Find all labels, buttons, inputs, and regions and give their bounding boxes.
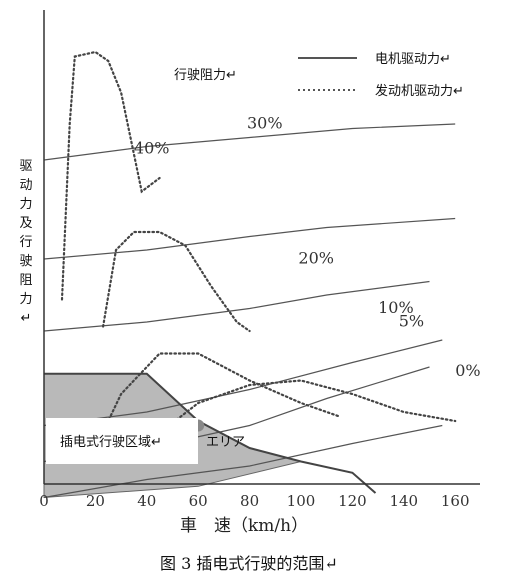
x-tick-label-8: 160 xyxy=(441,492,470,510)
resistance-curve-0 xyxy=(43,123,456,161)
legend-engine-label: 发动机驱动力↵ xyxy=(375,83,464,99)
resistance-curves: 40% 30% 20% 10%5% 0% xyxy=(43,114,481,499)
ev-area-label: 插电式行驶区域↵ xyxy=(60,435,162,450)
engine-force-gear-2 xyxy=(101,230,251,333)
x-tick-label-3: 60 xyxy=(189,492,208,510)
legend: 电机驱动力↵ 发动机驱动力↵ xyxy=(298,52,464,99)
engine-force-gear-4 xyxy=(150,379,457,441)
motor-force-curve xyxy=(44,372,377,494)
x-tick-label-5: 100 xyxy=(287,492,316,510)
x-tick-label-6: 120 xyxy=(338,492,367,510)
resistance-curve-3 xyxy=(43,339,443,427)
resistance-label-0: 40% xyxy=(134,138,170,157)
x-tick-label-0: 0 xyxy=(39,492,49,510)
y-axis-label: 驱动力及行驶阻力↵ xyxy=(19,159,32,326)
figure-caption: 图 3 插电式行驶的范围↵ xyxy=(160,554,338,573)
resistance-curve-1 xyxy=(43,217,456,260)
resistance-label-5: 0% xyxy=(455,361,480,380)
resistance-label-2: 20% xyxy=(298,249,334,268)
x-tick-label-1: 20 xyxy=(86,492,105,510)
ev-area-label-box xyxy=(46,418,198,464)
x-axis-label: 車 速（km/h） xyxy=(180,516,308,536)
engine-force-gear-1 xyxy=(60,50,161,301)
engine-force-curves xyxy=(60,50,457,450)
resistance-label-4: 5% xyxy=(399,312,424,331)
resistance-label-1: 30% xyxy=(247,114,283,133)
ev-area-background-label: エリア xyxy=(206,435,245,450)
x-tick-label-7: 140 xyxy=(389,492,418,510)
resistance-curve-5 xyxy=(43,424,443,499)
resistance-annotation: 行驶阻力↵ xyxy=(174,68,237,83)
resistance-label-3: 10% xyxy=(378,298,414,317)
x-tick-label-4: 80 xyxy=(240,492,259,510)
x-tick-label-2: 40 xyxy=(137,492,156,510)
resistance-curve-2 xyxy=(43,280,430,332)
x-tick-labels: 0 20 40 60 80 100 120 140 160 xyxy=(39,492,469,510)
legend-motor-label: 电机驱动力↵ xyxy=(375,52,451,67)
engine-force-gear-3 xyxy=(94,352,341,450)
